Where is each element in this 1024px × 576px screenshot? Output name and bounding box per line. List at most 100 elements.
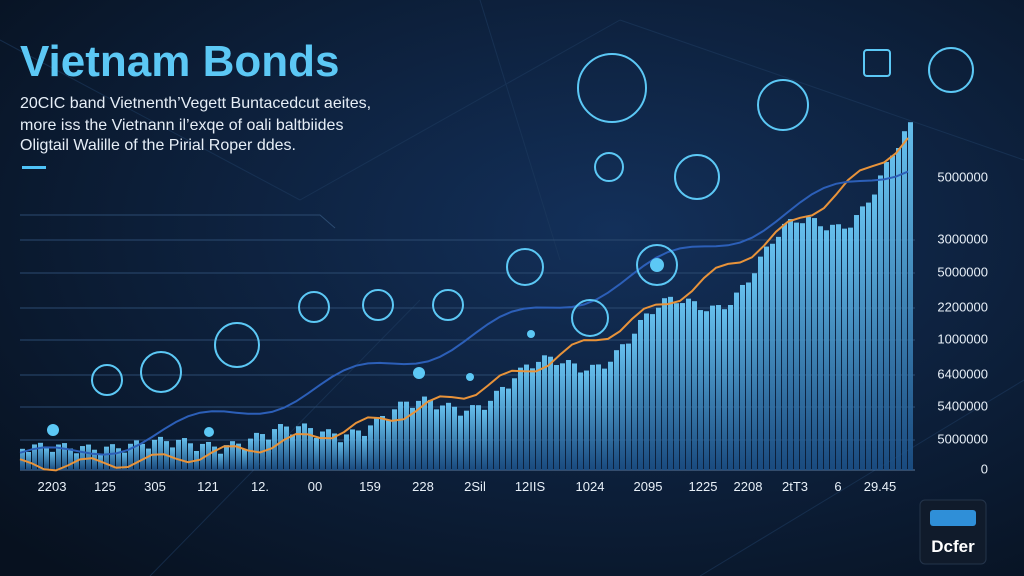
bar [386,419,391,470]
bar [446,402,451,470]
bars [20,122,913,471]
bar [584,370,589,470]
bar [554,365,559,470]
bar [326,429,331,470]
bar [344,434,349,470]
bar [674,303,679,470]
bar [518,367,523,470]
description: Oligtail Walille of the Pirial Roper dde… [20,137,296,154]
bar [482,409,487,470]
bar [764,246,769,470]
x-label: 2203 [38,479,67,494]
badge-text: Dcfer [931,537,975,556]
bar [542,355,547,470]
bar [854,215,859,470]
description: more iss the Vietnann il’exqe of oali ba… [20,117,343,134]
bar [320,431,325,470]
bar [644,313,649,470]
bar [206,441,211,470]
bar [596,364,601,470]
bar [278,424,283,470]
bar [758,256,763,470]
bar [314,437,319,470]
bar [560,363,565,470]
bar [668,296,673,470]
y-label: 6400000 [937,366,988,381]
bar [572,363,577,470]
x-label: 2095 [634,479,663,494]
y-label: 1000000 [937,331,988,346]
x-label: 00 [308,479,322,494]
bar [632,333,637,470]
title: Vietnam Bonds [20,37,339,86]
bar [272,429,277,470]
bar [770,243,775,470]
bar [578,372,583,470]
bar [368,425,373,470]
bar [248,438,253,470]
y-label: 5000000 [937,264,988,279]
bar [266,439,271,470]
bar [590,364,595,470]
bar [680,303,685,470]
bar [536,361,541,470]
bar [284,426,289,470]
bar [170,447,175,470]
bar [734,292,739,470]
bar [230,441,235,470]
bar [776,236,781,470]
bar [890,155,895,470]
bar [398,401,403,470]
icons [91,47,974,396]
bar [176,439,181,470]
x-label: 2Sil [464,479,486,494]
x-label: 2tT3 [782,479,808,494]
orange-line [19,137,909,472]
bar [626,343,631,470]
x-label: 12IIS [515,479,546,494]
bar [488,400,493,470]
bar [902,131,907,470]
bar [302,423,307,470]
bar [410,407,415,470]
bar [392,409,397,470]
bar [512,378,517,470]
bar [812,218,817,470]
bar [788,219,793,470]
bar [188,443,193,470]
bar [692,301,697,470]
bar [860,206,865,471]
bar [374,417,379,470]
bar [218,453,223,470]
bar [182,438,187,470]
bar [122,452,127,470]
bar [740,284,745,470]
bar [722,309,727,470]
bar [380,416,385,470]
y-labels: 5000000 3000000 5000000 2200000 1000000 64000… [937,169,988,476]
bar [404,401,409,470]
bar [26,452,31,470]
bar [356,430,361,470]
bar [896,148,901,471]
y-label: 0 [981,461,988,476]
bar [464,410,469,470]
bar [824,230,829,470]
bar [746,282,751,470]
bar [50,451,55,470]
bar [290,434,295,470]
bar [728,304,733,470]
bar [338,442,343,470]
bar [506,388,511,470]
bar [110,444,115,470]
bar [800,223,805,470]
bar [224,445,229,470]
badge-icon [930,510,976,526]
bar [794,222,799,470]
bar [104,446,109,470]
bar [908,122,913,470]
bar [698,310,703,470]
bar [296,426,301,470]
x-label: 125 [94,479,116,494]
